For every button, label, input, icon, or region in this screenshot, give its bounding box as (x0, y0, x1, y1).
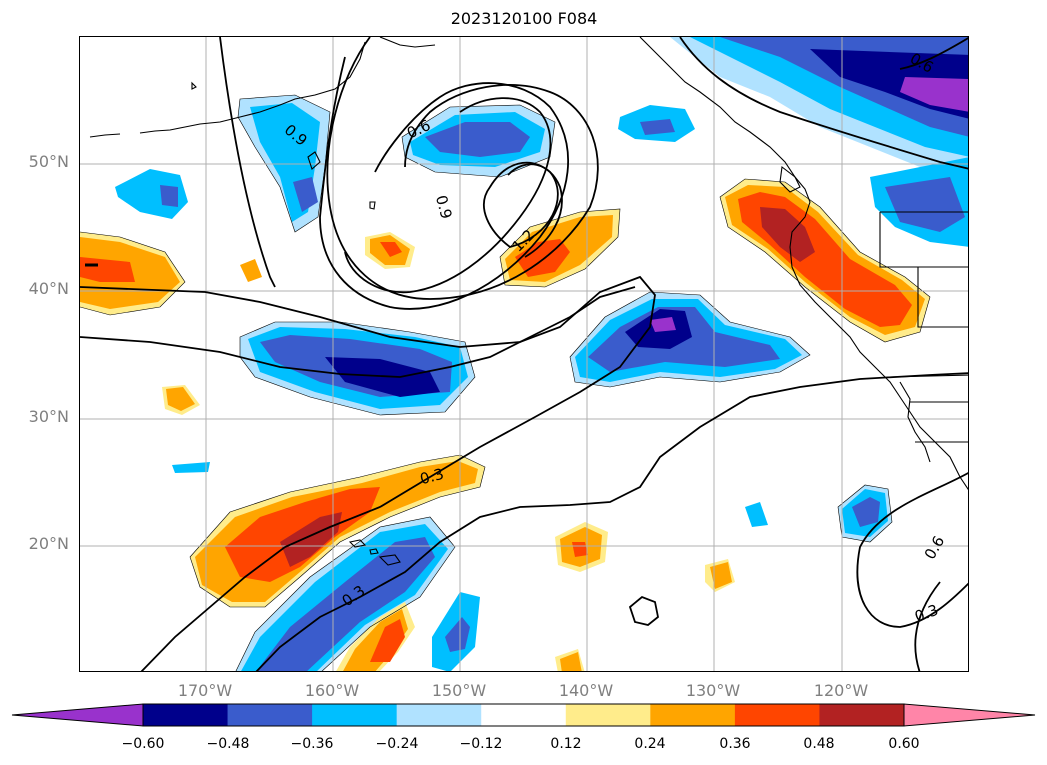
lon-label-120w: 120°W (813, 681, 869, 700)
colorbar (11, 703, 1036, 727)
contour-label: 0.9 (432, 193, 456, 221)
colorbar-segment (227, 704, 313, 726)
colorbar-segment (481, 704, 567, 726)
coastlines (85, 37, 968, 566)
fill-ce-positive (500, 209, 620, 287)
lon-label-170w: 170°W (177, 681, 233, 700)
colorbar-tick: 0.48 (803, 736, 835, 752)
lat-label-20n: 20°N (28, 534, 69, 553)
lat-label-30n: 30°N (28, 407, 69, 426)
colorbar-tick: 0.36 (719, 736, 751, 752)
colorbar-tick: −0.60 (121, 736, 165, 752)
colorbar-tick: 0.60 (888, 736, 920, 752)
gridlines (80, 37, 968, 671)
fill-ne-negative (670, 37, 968, 177)
contour-label: 0.3 (418, 465, 446, 489)
lon-label-140w: 140°W (558, 681, 614, 700)
fill-se-negative (172, 462, 892, 542)
colorbar-tick: −0.36 (290, 736, 334, 752)
lat-label-40n: 40°N (28, 279, 69, 298)
fill-w-positive (80, 232, 185, 315)
colorbar-segment (650, 704, 736, 726)
map-canvas: 0.9 0.6 0.9 1.2 0.6 0.3 0.3 0.6 0.3 (80, 37, 968, 671)
lat-label-50n: 50°N (28, 152, 69, 171)
lon-label-130w: 130°W (685, 681, 741, 700)
fill-ca-positive (720, 179, 930, 342)
contour-label: 0.3 (912, 601, 941, 626)
map-title: 2023120100 F084 (450, 9, 598, 28)
fill-cn-negative (402, 105, 555, 177)
colorbar-extend-low (11, 703, 144, 727)
colorbar-segment (734, 704, 820, 726)
colorbar-extend-high (903, 703, 1036, 727)
anomaly-fills (80, 37, 968, 671)
fill-w-negative (115, 169, 188, 219)
fill-sw-positive (190, 455, 485, 671)
fill-small-positives (162, 232, 735, 671)
fill-me-negative (570, 292, 810, 387)
colorbar-tick: −0.12 (459, 736, 503, 752)
colorbar-tick: −0.24 (375, 736, 419, 752)
fill-central-negative (240, 322, 475, 415)
colorbar-segment (565, 704, 651, 726)
colorbar-tick: 0.24 (634, 736, 666, 752)
contour-lines (80, 37, 968, 671)
fill-small-negative (618, 105, 695, 142)
colorbar-segment (819, 704, 905, 726)
fill-bc-negative (870, 157, 968, 247)
colorbar-tick: 0.12 (550, 736, 582, 752)
lon-label-160w: 160°W (304, 681, 360, 700)
colorbar-segment (143, 704, 229, 726)
contour-label: 0.6 (921, 533, 949, 563)
colorbar-tick: −0.48 (206, 736, 250, 752)
map-frame: 0.9 0.6 0.9 1.2 0.6 0.3 0.3 0.6 0.3 (79, 36, 969, 672)
colorbar-segment (312, 704, 398, 726)
colorbar-segment (396, 704, 482, 726)
lon-label-150w: 150°W (431, 681, 487, 700)
